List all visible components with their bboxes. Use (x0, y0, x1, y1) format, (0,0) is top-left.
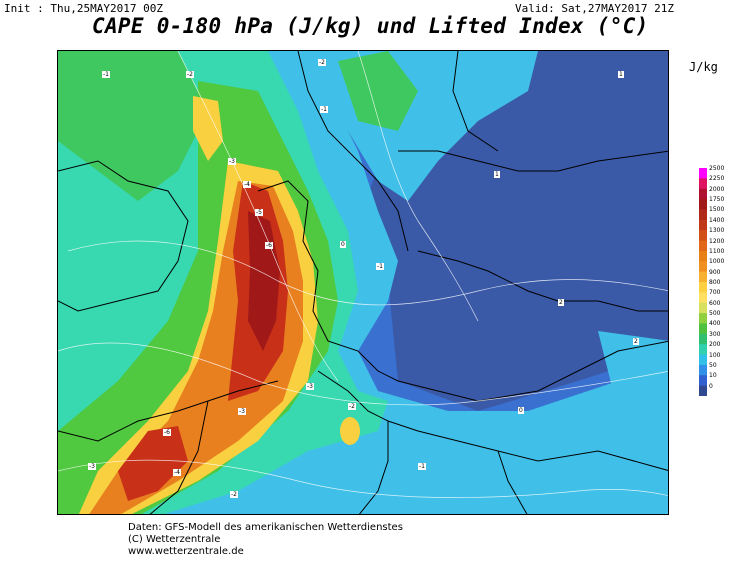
yellow-north (193, 96, 223, 161)
legend-label: 1000 (709, 258, 725, 266)
legend-swatch (699, 292, 707, 304)
legend-swatch (699, 199, 707, 210)
legend-label: 1100 (709, 247, 725, 255)
legend-label: 10 (709, 372, 717, 380)
legend-swatch (699, 219, 707, 231)
li-label: -2 (318, 59, 326, 66)
legend-label: 2000 (709, 185, 725, 193)
legend-swatch (699, 375, 707, 387)
li-label: 1 (618, 71, 624, 78)
legend-swatch (699, 323, 707, 335)
legend-swatch (699, 178, 707, 190)
legend-swatch (699, 240, 707, 252)
legend-swatch (699, 364, 707, 376)
legend-bar (699, 168, 707, 396)
li-label: -2 (230, 491, 238, 498)
legend-swatch (699, 188, 707, 200)
li-label: -1 (418, 463, 426, 470)
li-label: 2 (558, 299, 564, 306)
legend-swatch (699, 333, 707, 345)
legend-label: 900 (709, 268, 721, 276)
credits-url: www.wetterzentrale.de (128, 546, 244, 557)
color-legend: 2500 2250 2000 1750 1500 1400 1300 1200 1100 1000… (697, 160, 732, 400)
red-south (118, 426, 188, 501)
legend-label: 0 (709, 382, 713, 390)
east-cyan (598, 331, 668, 411)
li-label: -2 (186, 71, 194, 78)
li-label: 2 (633, 338, 639, 345)
legend-label: 300 (709, 330, 721, 338)
yellow-blob-south (340, 417, 360, 445)
legend-swatch (699, 302, 707, 314)
legend-label: 600 (709, 299, 721, 307)
valid-time: Valid: Sat,27MAY2017 21Z (515, 2, 674, 15)
li-label: -1 (320, 106, 328, 113)
legend-label: 400 (709, 320, 721, 328)
legend-label: 800 (709, 279, 721, 286)
lifted-index-isolines (58, 51, 668, 498)
li-label: -3 (228, 158, 236, 165)
legend-label: 2500 (709, 165, 725, 172)
legend-label: 1750 (709, 196, 725, 204)
legend-label: 1400 (709, 216, 725, 224)
legend-label: 1300 (709, 227, 725, 235)
legend-swatch (699, 385, 707, 396)
legend-swatch (699, 313, 707, 324)
li-label: -1 (102, 71, 110, 78)
country-borders (58, 51, 668, 514)
credits-data-source: Daten: GFS-Modell des amerikanischen Wet… (128, 522, 403, 533)
legend-label: 200 (709, 341, 721, 349)
green-west (58, 51, 208, 201)
li-label: -4 (243, 181, 251, 188)
legend-swatch (699, 354, 707, 366)
legend-swatch (699, 209, 707, 221)
legend-swatch (699, 282, 707, 293)
li-label: -4 (173, 469, 181, 476)
legend-label: 700 (709, 289, 721, 297)
cape-map-svg (58, 51, 668, 514)
li-label: -5 (255, 209, 263, 216)
legend-swatch (699, 271, 707, 283)
legend-label: 50 (709, 361, 717, 369)
li-label: 0 (518, 407, 524, 414)
li-label: -3 (238, 408, 246, 415)
green-north (338, 51, 418, 131)
init-time: Init : Thu,25MAY2017 00Z (4, 2, 163, 15)
credits-copyright: (C) Wetterzentrale (128, 534, 221, 545)
unit-label: J/kg (689, 60, 718, 74)
legend-swatch (699, 344, 707, 356)
li-label: 0 (340, 241, 346, 248)
legend-label: 1200 (709, 237, 725, 245)
legend-label: 500 (709, 310, 721, 318)
map-title: CAPE 0-180 hPa (J/kg) und Lifted Index (… (92, 14, 649, 38)
li-label: 1 (494, 171, 500, 178)
li-label: -6 (163, 429, 171, 436)
li-label: -2 (348, 403, 356, 410)
li-label: -3 (306, 383, 314, 390)
cape-map: -2 -3 -4 -5 -6 -2 -1 0 1 2 -1 -3 -6 -4 -… (57, 50, 669, 515)
legend-label: 100 (709, 351, 721, 359)
li-label: -1 (376, 263, 384, 270)
legend-swatch (699, 168, 707, 179)
li-label: -3 (88, 463, 96, 470)
legend-label: 2250 (709, 175, 725, 183)
legend-swatch (699, 261, 707, 273)
li-label: -6 (265, 242, 273, 249)
credits: Daten: GFS-Modell des amerikanischen Wet… (128, 522, 403, 558)
li-labels: -2 -3 -4 -5 -6 -2 -1 0 1 2 -1 -3 -6 -4 -… (58, 51, 668, 514)
legend-swatch (699, 250, 707, 262)
legend-label: 1500 (709, 206, 725, 214)
legend-swatch (699, 230, 707, 242)
